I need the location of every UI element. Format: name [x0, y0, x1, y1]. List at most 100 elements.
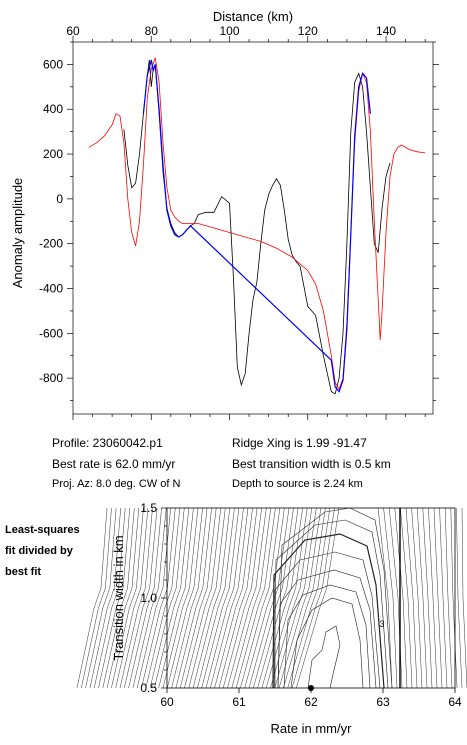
contour-line	[98, 507, 131, 689]
side-label-line-2: fit divided by	[5, 545, 73, 557]
top-x-tick-label: 100	[220, 24, 240, 38]
contour-line	[244, 507, 285, 689]
contour-line	[179, 507, 217, 689]
contour-line	[433, 507, 443, 689]
contour-line	[222, 507, 262, 689]
bottom-y-axis-title: Transition width in km	[111, 535, 126, 660]
side-label-line-1: Least-squares	[5, 524, 80, 536]
bottom-x-tick-label: 64	[448, 695, 462, 709]
contour-line	[394, 507, 408, 689]
contour-line	[411, 507, 423, 689]
contour-line	[197, 507, 235, 689]
contour-line	[85, 507, 117, 689]
contour-line	[93, 507, 126, 689]
best-rate-text: Best rate is 62.0 mm/yr	[52, 457, 176, 471]
contour-line	[422, 507, 433, 689]
contour-line	[81, 507, 112, 689]
depth-to-source-text: Depth to source is 2.24 km	[232, 478, 363, 490]
contour-line	[461, 507, 467, 689]
profile-text: Profile: 23060042.p1	[52, 436, 163, 450]
contour-line	[102, 507, 135, 689]
contour-lines	[76, 507, 467, 691]
projection-azimuth-text: Proj. Az: 8.0 deg. CW of N	[52, 478, 181, 490]
top-chart: 60 80 100 120 1406004002000-200-400-600-800 …	[10, 9, 439, 420]
contour-line	[416, 507, 428, 689]
contour-line	[214, 507, 253, 689]
contour-line	[428, 507, 438, 689]
contour-line	[307, 625, 341, 689]
top-x-axis-title: Distance (km)	[213, 9, 293, 24]
contour-line	[439, 507, 448, 689]
contour-line	[405, 507, 418, 689]
ridge-crossing-text: Ridge Xing is 1.99 -91.47	[232, 436, 367, 450]
contour-line	[124, 507, 158, 689]
bottom-y-tick-label: 1.5	[140, 501, 157, 515]
best-fit-line	[142, 59, 371, 393]
contour-line	[248, 507, 290, 689]
bottom-plot-frame	[166, 507, 456, 689]
bottom-chart: 60 61 62 63 64 1.5 1.0 0.5 3 Rate in mm/yr Tran…	[76, 501, 467, 736]
model-anomaly-line	[88, 57, 426, 391]
contour-line	[270, 507, 313, 689]
contour-label: 3	[379, 619, 384, 629]
bottom-y-tick-label: 1.0	[140, 591, 157, 605]
contour-line	[175, 507, 212, 689]
bottom-x-tick-label: 60	[160, 695, 174, 709]
contour-line	[377, 507, 393, 689]
side-label-line-3: best fit	[5, 566, 42, 578]
contour-line	[115, 507, 149, 689]
top-x-tick-label: 60	[66, 24, 80, 38]
top-chart-ticks: 60 80 100 120 140 600 400 200 0 -200 -400 -600 -800	[39, 24, 439, 420]
contour-line	[218, 507, 258, 689]
contour-line	[184, 507, 222, 689]
contour-line	[89, 507, 121, 689]
contour-line	[210, 507, 249, 689]
top-plot-frame	[72, 41, 434, 415]
contour-line	[205, 507, 244, 689]
contour-line	[253, 507, 294, 689]
contour-line	[162, 507, 199, 689]
top-x-tick-label: 80	[145, 24, 159, 38]
contour-line	[106, 507, 140, 689]
contour-line	[277, 569, 377, 689]
bottom-x-tick-label: 61	[232, 695, 246, 709]
bottom-chart-ticks: 60 61 62 63 64 1.5 1.0 0.5	[140, 501, 462, 709]
top-y-tick-label: -600	[39, 326, 63, 340]
contour-line	[128, 507, 162, 689]
top-y-tick-label: 400	[43, 102, 63, 116]
contour-line	[290, 597, 364, 689]
contour-line	[158, 507, 194, 689]
top-chart-series	[88, 57, 426, 395]
contour-line	[240, 507, 281, 689]
contour-line	[265, 507, 308, 689]
top-y-tick-label: 0	[56, 192, 63, 206]
contour-line	[257, 507, 299, 689]
contour-line	[287, 507, 331, 689]
contour-line	[278, 507, 322, 689]
contour-line	[171, 507, 208, 689]
contour-line	[274, 551, 381, 689]
contour-line	[283, 507, 326, 689]
top-y-axis-title: Anomaly amplitude	[10, 178, 25, 289]
bottom-x-tick-label: 63	[376, 695, 390, 709]
observed-anomaly-line	[123, 59, 391, 395]
contour-line	[283, 584, 371, 689]
contour-line	[149, 507, 185, 689]
contour-line	[192, 507, 231, 689]
contour-line	[167, 507, 203, 689]
contour-line	[383, 507, 398, 689]
contour-line	[188, 507, 226, 689]
contour-line	[231, 507, 272, 689]
top-y-tick-label: 200	[43, 147, 63, 161]
bottom-x-axis-title: Rate in mm/yr	[271, 721, 353, 736]
contour-line	[444, 507, 453, 689]
contour-line	[296, 507, 340, 689]
side-label: Least-squares fit divided by best fit	[5, 520, 80, 583]
contour-line	[145, 507, 181, 689]
contour-line	[235, 507, 276, 689]
bottom-y-tick-label: 0.5	[140, 681, 157, 695]
top-y-tick-label: 600	[43, 57, 63, 71]
bottom-x-tick-label: 62	[304, 695, 318, 709]
contour-line	[400, 507, 413, 689]
contour-line	[111, 507, 144, 689]
